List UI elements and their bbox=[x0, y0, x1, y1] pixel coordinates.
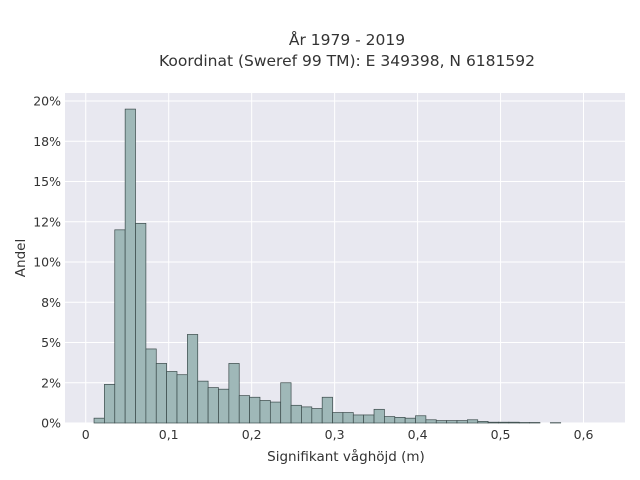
histogram-bar bbox=[124, 108, 136, 424]
histogram-bar bbox=[394, 417, 406, 424]
histogram-bar bbox=[197, 380, 209, 424]
x-tick-label: 0,5 bbox=[491, 427, 511, 442]
histogram-bar bbox=[384, 416, 396, 424]
histogram-bars bbox=[93, 108, 562, 424]
y-tick-label: 8% bbox=[41, 295, 61, 310]
histogram-bar bbox=[93, 417, 105, 424]
y-axis-title: Andel bbox=[13, 239, 29, 277]
y-tick-label: 10% bbox=[33, 255, 61, 270]
histogram-bar bbox=[290, 404, 302, 424]
histogram-bar bbox=[301, 406, 313, 424]
histogram-bar bbox=[508, 421, 520, 424]
x-tick-label: 0 bbox=[82, 427, 90, 442]
histogram-bar bbox=[352, 414, 365, 424]
x-tick-label: 0,1 bbox=[159, 427, 179, 442]
histogram-bar bbox=[477, 421, 489, 424]
histogram-bar bbox=[311, 408, 323, 424]
y-tick-label: 18% bbox=[33, 134, 61, 149]
histogram-bar bbox=[373, 408, 385, 424]
histogram-bar bbox=[249, 396, 261, 424]
y-tick-label: 12% bbox=[33, 214, 61, 229]
y-tick-label: 0% bbox=[41, 416, 61, 431]
histogram-bar bbox=[269, 401, 282, 424]
histogram-bar bbox=[363, 414, 375, 424]
x-axis-ticks: 0 0,1 0,2 0,3 0,4 0,5 0,6 bbox=[82, 427, 594, 442]
histogram-bar bbox=[155, 363, 167, 424]
histogram-bar bbox=[145, 348, 157, 424]
histogram-bar bbox=[435, 420, 447, 424]
histogram-bar bbox=[415, 415, 427, 424]
chart-title-line2: Koordinat (Sweref 99 TM): E 349398, N 61… bbox=[159, 52, 535, 70]
histogram-bar bbox=[238, 395, 250, 424]
histogram-bar bbox=[446, 420, 458, 424]
histogram-bar bbox=[228, 363, 240, 424]
chart-title: År 1979 - 2019 Koordinat (Sweref 99 TM):… bbox=[159, 30, 535, 70]
histogram-bar bbox=[321, 396, 333, 424]
histogram-bar bbox=[187, 334, 199, 424]
chart-title-line1: År 1979 - 2019 bbox=[289, 30, 405, 49]
histogram-bar bbox=[280, 382, 292, 424]
histogram-bar bbox=[425, 419, 437, 424]
histogram-bar bbox=[114, 229, 126, 424]
x-tick-label: 0,6 bbox=[574, 427, 594, 442]
x-axis-title: Signifikant våghöjd (m) bbox=[267, 448, 425, 465]
histogram-bar bbox=[487, 421, 499, 424]
histogram-bar bbox=[498, 421, 510, 424]
y-tick-label: 2% bbox=[41, 375, 61, 390]
histogram-bar bbox=[218, 388, 230, 424]
histogram-bar bbox=[342, 412, 354, 424]
y-tick-label: 15% bbox=[33, 174, 61, 189]
y-axis-ticks: 0% 2% 5% 8% 10% 12% 15% 18% 20% bbox=[33, 94, 61, 431]
x-tick-label: 0,4 bbox=[408, 427, 428, 442]
histogram-bar bbox=[404, 417, 416, 424]
histogram-bar bbox=[332, 412, 344, 424]
y-tick-label: 5% bbox=[41, 335, 61, 350]
histogram-bar bbox=[176, 374, 188, 424]
x-tick-label: 0,3 bbox=[325, 427, 345, 442]
histogram-bar bbox=[456, 420, 468, 424]
y-tick-label: 20% bbox=[33, 94, 61, 109]
x-tick-label: 0,2 bbox=[242, 427, 262, 442]
histogram-bar bbox=[259, 400, 271, 424]
histogram-bar bbox=[104, 384, 116, 424]
histogram-bar bbox=[166, 371, 178, 424]
histogram-bar bbox=[135, 223, 147, 424]
histogram-bar bbox=[207, 387, 219, 424]
histogram-bar bbox=[467, 419, 479, 424]
